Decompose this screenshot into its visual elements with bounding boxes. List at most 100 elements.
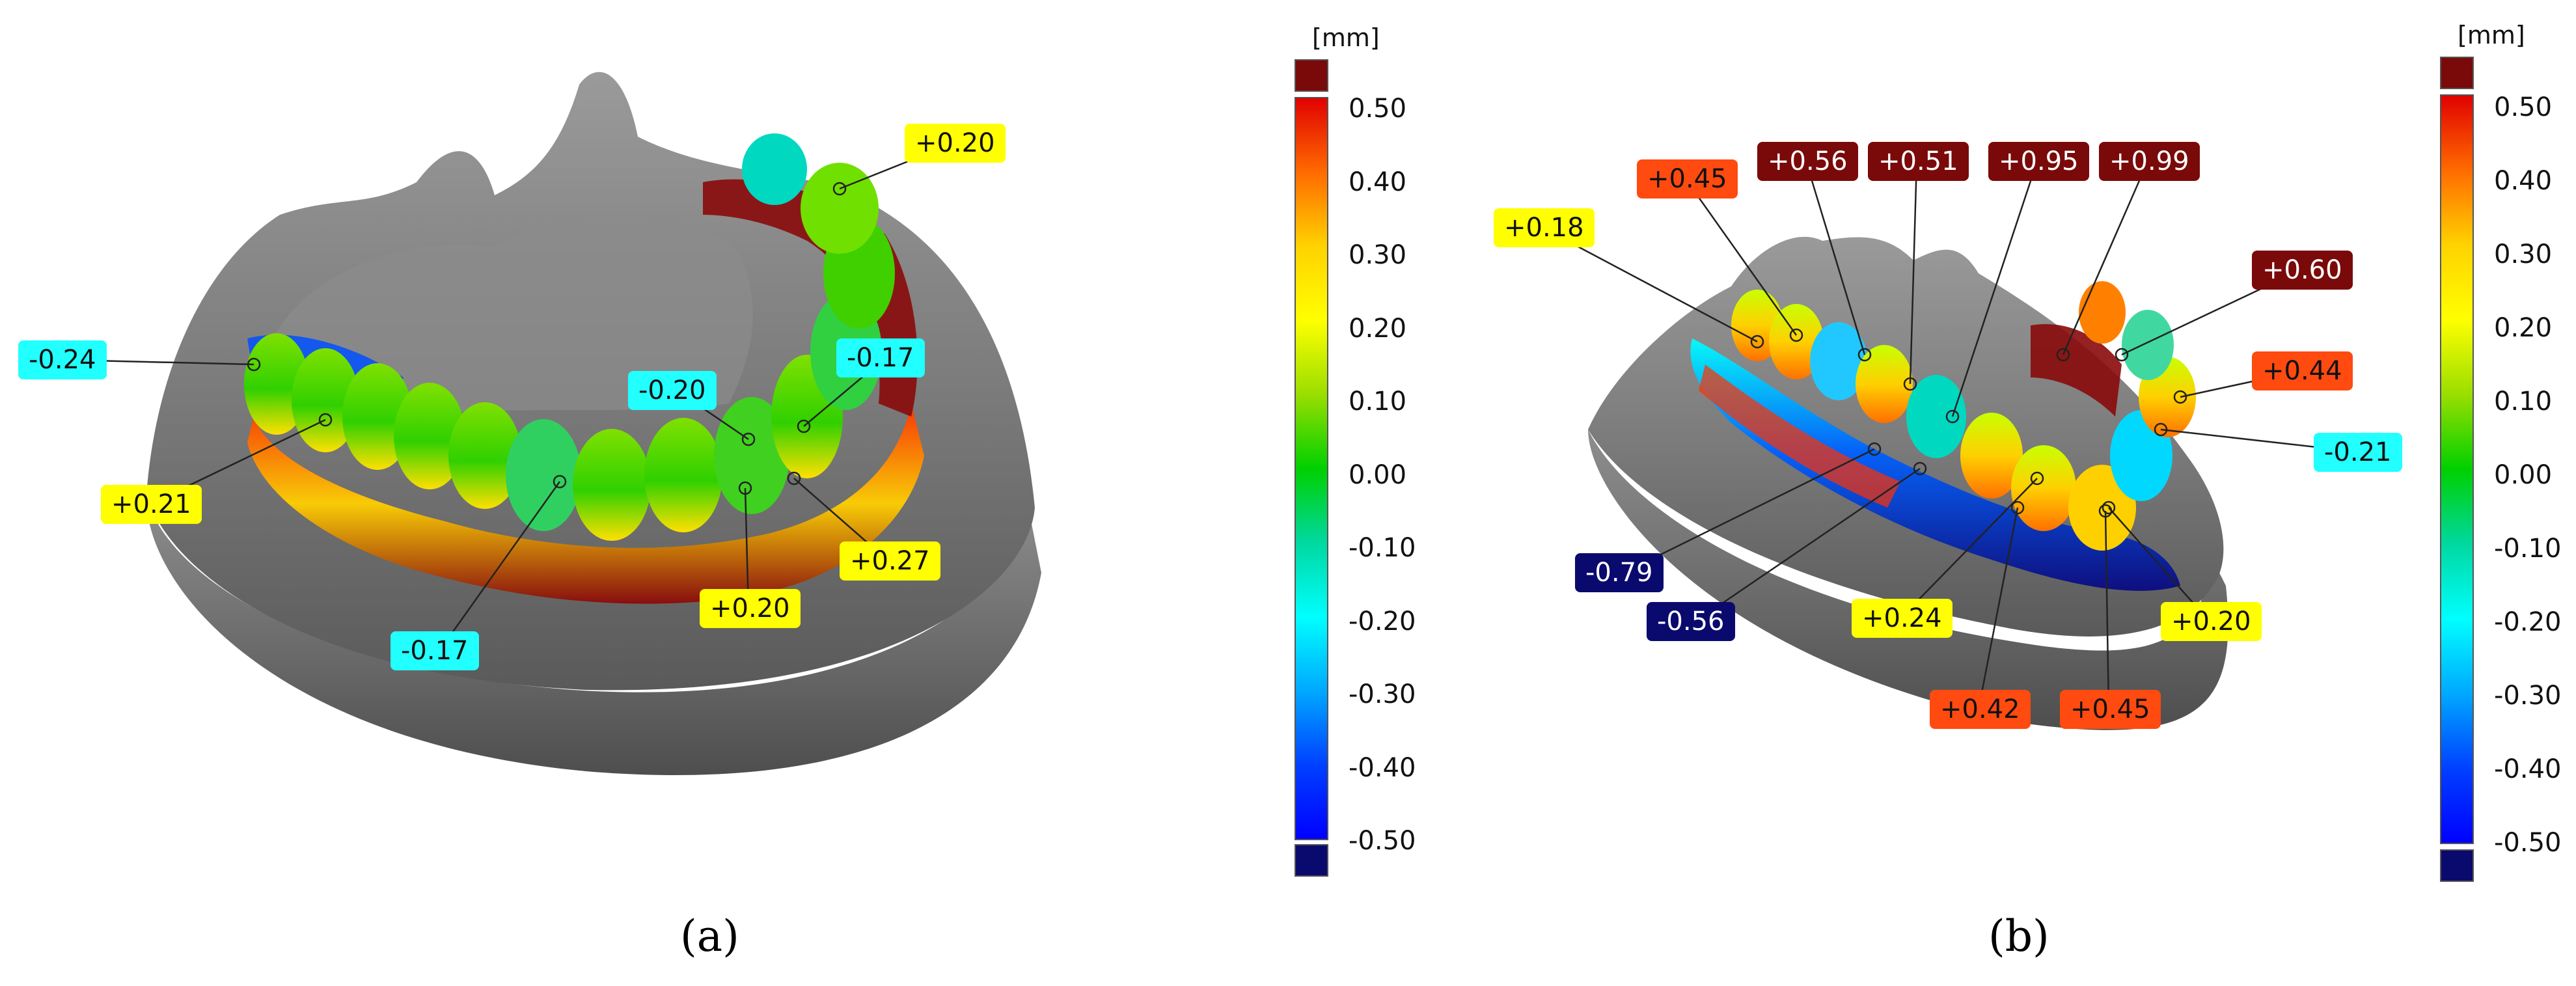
colorbar-tick-label: 0.10	[2494, 387, 2553, 417]
panel-b-lingual-band	[1699, 364, 1900, 508]
colorbar-tick-label: 0.30	[1349, 240, 1407, 270]
measurement-point-marker	[2154, 422, 2168, 437]
colorbar-tick-label: -0.20	[2494, 607, 2562, 637]
measurement-point-marker	[797, 419, 811, 433]
panel-a-model-base	[146, 495, 1041, 776]
deviation-callout: +0.42	[1930, 690, 2031, 729]
measurement-point-marker	[2010, 500, 2025, 515]
deviation-callout: +0.20	[700, 589, 801, 628]
colorbar-tick-label: 0.10	[1349, 387, 1407, 417]
measurement-point-marker	[2030, 471, 2044, 486]
deviation-callout: +0.18	[1494, 208, 1595, 247]
colorbar-tick-label: -0.30	[1349, 679, 1416, 709]
measurement-point-marker	[832, 182, 847, 196]
callout-leader-line	[1805, 161, 1866, 355]
colorbar-tick-label: -0.30	[2494, 681, 2562, 711]
deviation-callout: -0.20	[628, 371, 717, 410]
measurement-point-marker	[1789, 328, 1803, 342]
callout-leader-line	[1695, 467, 1921, 623]
panel-b-dental-model	[1588, 236, 2228, 730]
panel-b-colorbar-overflow-high	[2440, 57, 2474, 89]
panel-a-dental-model	[146, 72, 1041, 776]
measurement-point-marker	[1913, 461, 1927, 476]
deviation-callout: +0.20	[2161, 602, 2262, 641]
colorbar-tick-label: -0.20	[1349, 606, 1416, 637]
deviation-callout: +0.99	[2099, 142, 2200, 181]
panel-a-gingiva-deviation	[247, 404, 924, 604]
measurement-point-marker	[247, 357, 261, 372]
deviation-callout: +0.45	[1637, 159, 1738, 199]
panel-b-gingiva-deviation	[1690, 338, 2180, 591]
deviation-callout: +0.20	[905, 124, 1006, 163]
colorbar-tick-label: 0.50	[2494, 92, 2553, 122]
panel-a-colorbar-unit: [mm]	[1312, 23, 1380, 52]
deviation-callout: +0.27	[840, 541, 940, 581]
deviation-callout: +0.95	[1988, 142, 2089, 181]
measurement-point-marker	[2173, 390, 2187, 404]
measurement-point-marker	[787, 471, 801, 486]
colorbar-tick-label: 0.00	[2494, 460, 2553, 490]
measurement-point-marker	[1945, 409, 1960, 424]
colorbar-tick-label: 0.20	[2494, 313, 2553, 343]
measurement-point-marker	[1857, 348, 1872, 362]
panel-a-colorbar	[1295, 59, 1328, 877]
deviation-callout: -0.24	[18, 340, 107, 379]
measurement-point-marker	[318, 413, 333, 427]
panel-a-palate	[273, 215, 753, 417]
callout-leader-line	[1909, 161, 1918, 385]
colorbar-tick-label: -0.10	[1349, 533, 1416, 563]
measurement-point-marker	[738, 481, 752, 495]
deviation-callout: +0.51	[1868, 142, 1969, 181]
deviation-callout: +0.21	[101, 485, 202, 524]
deviation-callout: +0.24	[1852, 599, 1953, 638]
measurement-point-marker	[1903, 377, 1917, 391]
colorbar-tick-label: -0.10	[2494, 534, 2562, 564]
colorbar-tick-label: 0.40	[2494, 166, 2553, 196]
colorbar-tick-label: 0.40	[1349, 167, 1407, 197]
panel-a-colorbar-overflow-high	[1295, 59, 1328, 92]
annotation-leaders	[66, 142, 2363, 710]
colorbar-tick-label: 0.50	[1349, 94, 1407, 124]
measurement-point-marker	[553, 474, 567, 489]
colorbar-tick-label: -0.40	[2494, 754, 2562, 784]
callout-leader-line	[1977, 507, 2019, 710]
callout-leader-line	[1951, 161, 2038, 417]
measurement-point-marker	[2102, 500, 2116, 515]
panel-b-colorbar-unit: [mm]	[2458, 21, 2525, 49]
colorbar-tick-label: 0.20	[1349, 313, 1407, 344]
panel-b-model-base	[1588, 430, 2228, 730]
panel-b-label: (b)	[1988, 911, 2049, 961]
colorbar-tick-label: -0.50	[2494, 828, 2562, 858]
callout-leader-line	[2104, 510, 2110, 710]
callout-leader-line	[438, 481, 561, 651]
deviation-callout: +0.60	[2252, 251, 2353, 290]
deviation-callout: -0.79	[1575, 553, 1664, 592]
callout-leader-line	[1623, 448, 1875, 574]
measurement-point-marker	[1867, 442, 1882, 456]
panel-b-colorbar-overflow-low	[2440, 849, 2474, 882]
measurement-point-marker	[741, 432, 756, 446]
colorbar-tick-label: -0.40	[1349, 752, 1416, 783]
panel-a-label: (a)	[680, 911, 739, 961]
deviation-callout: +0.56	[1757, 142, 1858, 181]
deviation-callout: -0.56	[1647, 602, 1735, 641]
callout-leader-line	[744, 487, 750, 609]
panel-b-posterior-gingiva	[2031, 324, 2122, 417]
measurement-point-marker	[2115, 348, 2129, 362]
deviation-callout: +0.45	[2060, 690, 2161, 729]
callout-leader-line	[2062, 161, 2149, 355]
colorbar-tick-label: -0.50	[1349, 826, 1416, 856]
callout-leader-line	[1684, 178, 1798, 336]
measurement-point-marker	[1750, 335, 1764, 349]
colorbar-tick-label: 0.00	[1349, 459, 1407, 490]
panel-a-colorbar-gradient	[1295, 97, 1328, 840]
panel-b-colorbar-gradient	[2440, 94, 2474, 844]
colorbar-tick-label: 0.30	[2494, 240, 2553, 269]
panel-a-colorbar-overflow-low	[1295, 844, 1328, 877]
callout-leader-line	[1900, 478, 2038, 619]
measurement-point-marker	[2098, 504, 2113, 518]
measurement-point-marker	[2056, 348, 2070, 362]
deviation-callout: -0.17	[836, 338, 925, 377]
deviation-callout: -0.21	[2314, 433, 2402, 472]
deviation-callout: +0.44	[2252, 351, 2353, 390]
